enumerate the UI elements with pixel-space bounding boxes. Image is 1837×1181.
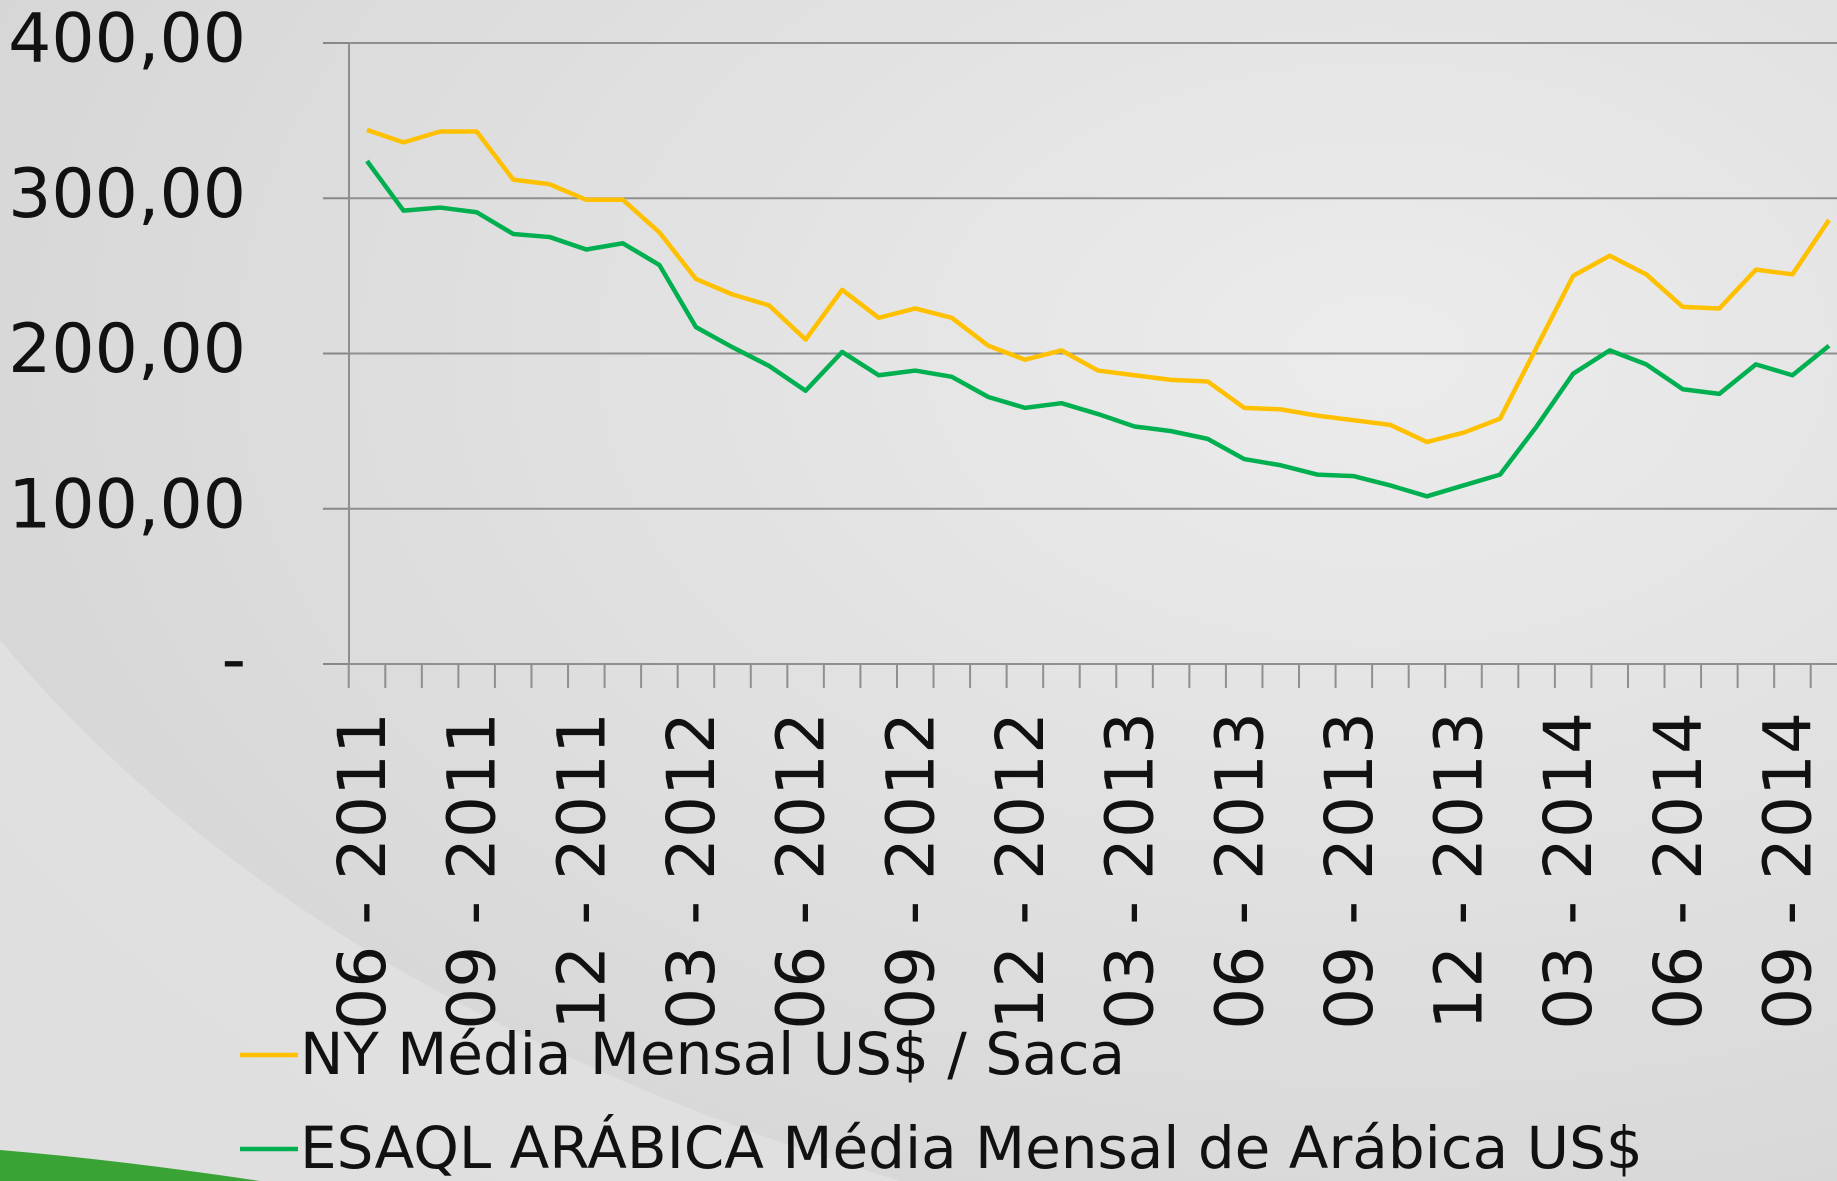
- y-tick-label: 400,00: [8, 0, 246, 79]
- legend-label: NY Média Mensal US$ / Saca: [300, 1020, 1125, 1088]
- x-tick-label: 09 - 2011: [434, 712, 511, 1030]
- y-tick-label: 100,00: [8, 465, 246, 544]
- x-tick-label: 09 - 2014: [1750, 712, 1827, 1030]
- swoosh: [0, 640, 900, 1181]
- series-line: [365, 159, 1831, 499]
- x-tick-label: 12 - 2013: [1421, 712, 1498, 1030]
- y-tick-label: 200,00: [8, 310, 246, 389]
- x-tick-label: 06 - 2014: [1640, 712, 1717, 1030]
- x-tick-label: 03 - 2013: [1092, 712, 1169, 1030]
- x-tick-label: 06 - 2013: [1201, 712, 1278, 1030]
- x-tick-label: 03 - 2012: [653, 712, 730, 1030]
- x-tick-label: 06 - 2011: [324, 712, 401, 1030]
- green-swoosh: [0, 1150, 260, 1181]
- x-tick-label: 12 - 2012: [982, 712, 1059, 1030]
- y-tick-label: 300,00: [8, 155, 246, 234]
- x-tick-label: 03 - 2014: [1530, 712, 1607, 1030]
- series-line: [366, 127, 1831, 445]
- x-tick-label: 12 - 2011: [543, 712, 620, 1030]
- y-tick-label: -: [221, 621, 246, 700]
- x-tick-label: 06 - 2012: [763, 712, 840, 1030]
- x-tick-label: 09 - 2012: [872, 712, 949, 1030]
- legend-label: ESAQL ARÁBICA Média Mensal de Arábica US…: [300, 1113, 1643, 1181]
- x-tick-label: 09 - 2013: [1311, 712, 1388, 1030]
